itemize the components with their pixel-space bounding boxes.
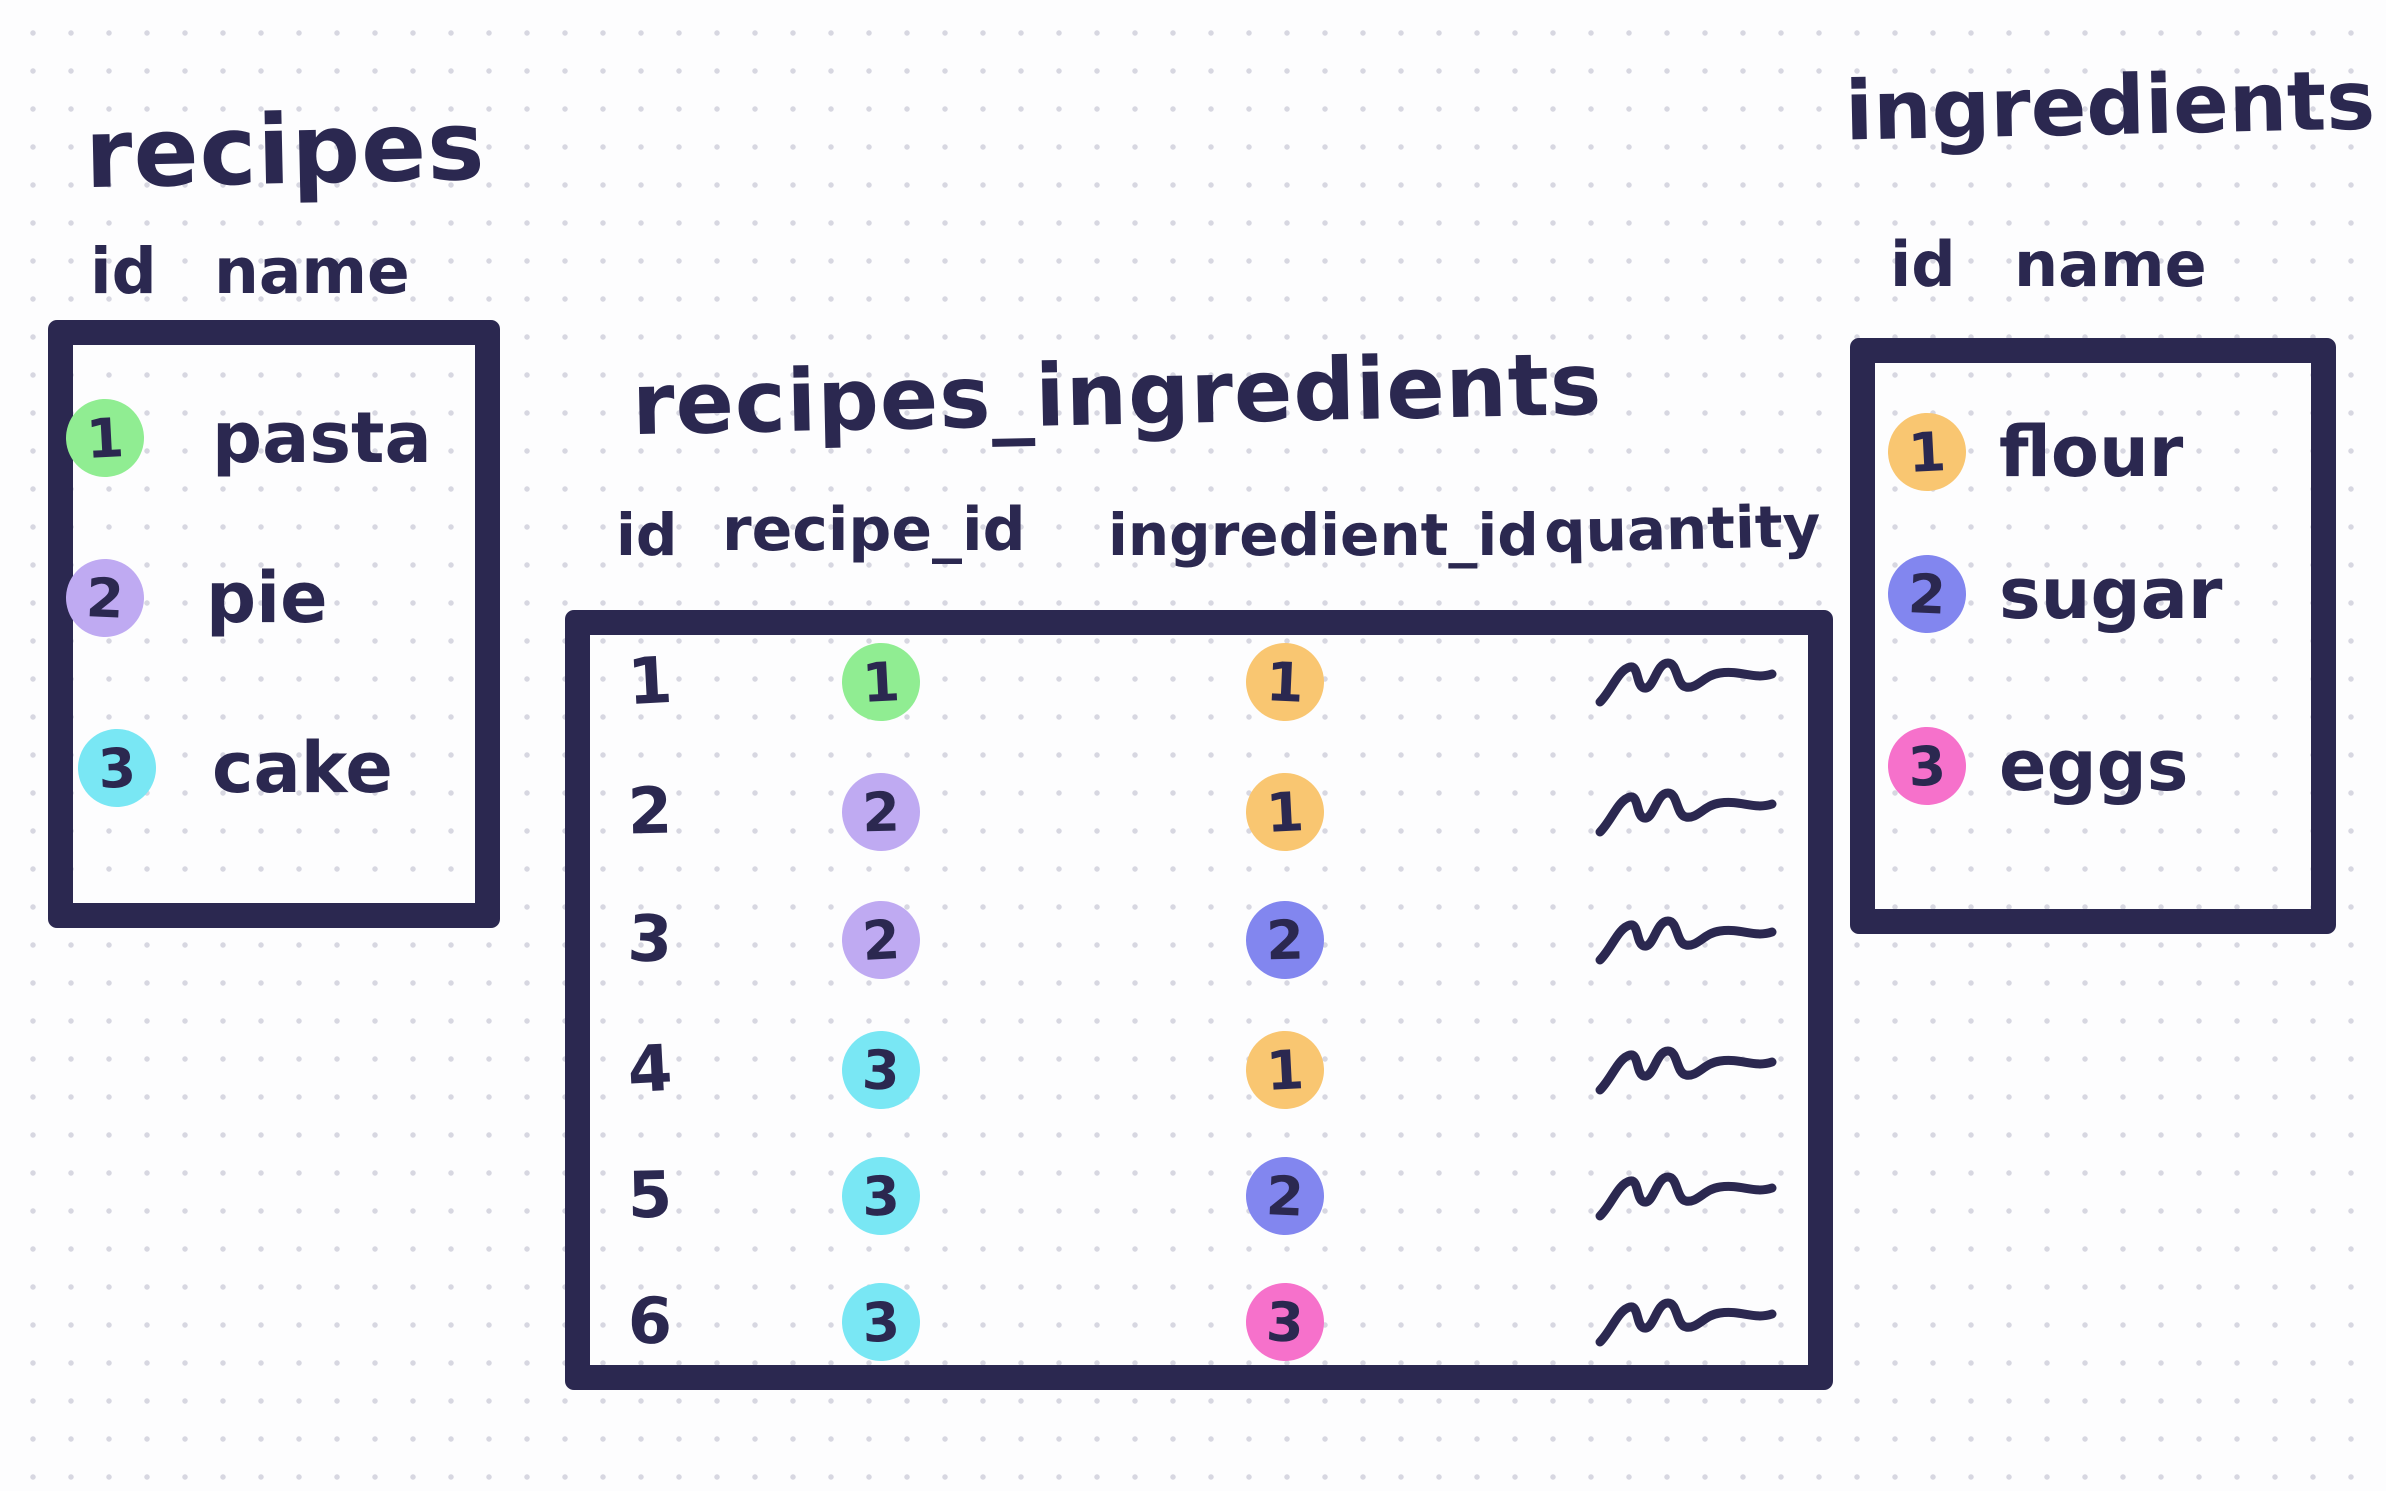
ri-row-id: 1 xyxy=(625,643,675,721)
recipes-ingredients-table-title: recipes_ingredients xyxy=(631,334,1604,456)
recipes-id-badge: 1 xyxy=(64,397,146,479)
ri-column-header-id: id xyxy=(616,501,678,569)
recipes-column-header-name: name xyxy=(214,235,410,308)
ingredients-table-box xyxy=(1850,338,2336,934)
ri-recipe-id-badge: 2 xyxy=(841,772,921,852)
ri-row-5: 5 3 2 xyxy=(600,1150,1782,1242)
ri-recipe-id-badge: 3 xyxy=(841,1156,921,1236)
ri-recipe-id-badge: 3 xyxy=(840,1029,922,1111)
ingredients-column-header-id: id xyxy=(1890,228,1956,301)
ri-row-id: 2 xyxy=(626,774,674,850)
ri-row-id: 6 xyxy=(626,1284,674,1360)
ingredients-column-header-name: name xyxy=(2014,228,2207,301)
ri-recipe-id-badge: 2 xyxy=(840,899,922,981)
ingredients-row-name: eggs xyxy=(1999,725,2189,807)
ingredients-id-badge: 3 xyxy=(1886,725,1968,807)
ri-row-6: 6 3 3 xyxy=(600,1276,1782,1368)
recipes-id-badge: 2 xyxy=(64,557,146,639)
ri-recipe-id-badge: 3 xyxy=(840,1281,922,1363)
recipes-row-name: cake xyxy=(212,727,393,809)
ri-ingredient-id-badge: 2 xyxy=(1245,900,1325,980)
ri-row-4: 4 3 1 xyxy=(600,1024,1782,1116)
ri-column-header-ingredient-id: ingredient_id xyxy=(1108,501,1539,569)
recipes-row-name: pie xyxy=(206,557,328,639)
ri-row-2: 2 2 1 xyxy=(600,766,1782,858)
ri-ingredient-id-badge: 1 xyxy=(1244,641,1326,723)
ri-row-1: 1 1 1 xyxy=(600,636,1782,728)
ingredients-row-1: 1 flour xyxy=(1886,406,2184,498)
recipes-column-header-id: id xyxy=(90,235,157,308)
ingredients-row-3: 3 eggs xyxy=(1886,720,2189,812)
recipes-row-2: 2 pie xyxy=(64,552,328,644)
ri-column-header-quantity: quantity xyxy=(1543,492,1822,566)
ri-recipe-id-badge: 1 xyxy=(840,641,922,723)
ri-row-id: 5 xyxy=(626,1158,674,1234)
ri-ingredient-id-badge: 3 xyxy=(1244,1281,1326,1363)
ingredients-id-badge: 2 xyxy=(1886,553,1968,635)
ri-column-header-recipe-id: recipe_id xyxy=(722,495,1026,565)
recipes-row-1: 1 pasta xyxy=(64,392,432,484)
ri-row-id: 3 xyxy=(626,902,674,978)
ingredients-row-2: 2 sugar xyxy=(1886,548,2223,640)
recipes-table-title: recipes xyxy=(83,89,487,211)
quantity-scribble-icon xyxy=(1592,782,1782,842)
ri-row-3: 3 2 2 xyxy=(600,894,1782,986)
ri-ingredient-id-badge: 2 xyxy=(1244,1155,1326,1237)
ingredients-id-badge: 1 xyxy=(1886,411,1968,493)
recipes-id-badge: 3 xyxy=(76,727,158,809)
ri-ingredient-id-badge: 1 xyxy=(1244,1029,1326,1111)
ingredients-row-name: flour xyxy=(1999,411,2184,493)
ingredients-row-name: sugar xyxy=(1999,553,2223,635)
quantity-scribble-icon xyxy=(1592,1292,1782,1352)
recipes-row-name: pasta xyxy=(212,397,432,479)
recipes-row-3: 3 cake xyxy=(76,722,393,814)
ingredients-table-title: ingredients xyxy=(1844,53,2376,160)
ri-row-id: 4 xyxy=(625,1031,675,1109)
quantity-scribble-icon xyxy=(1592,652,1782,712)
ri-ingredient-id-badge: 1 xyxy=(1244,771,1326,853)
quantity-scribble-icon xyxy=(1592,1166,1782,1226)
quantity-scribble-icon xyxy=(1592,910,1782,970)
quantity-scribble-icon xyxy=(1592,1040,1782,1100)
recipes-ingredients-table-box xyxy=(565,610,1833,1390)
